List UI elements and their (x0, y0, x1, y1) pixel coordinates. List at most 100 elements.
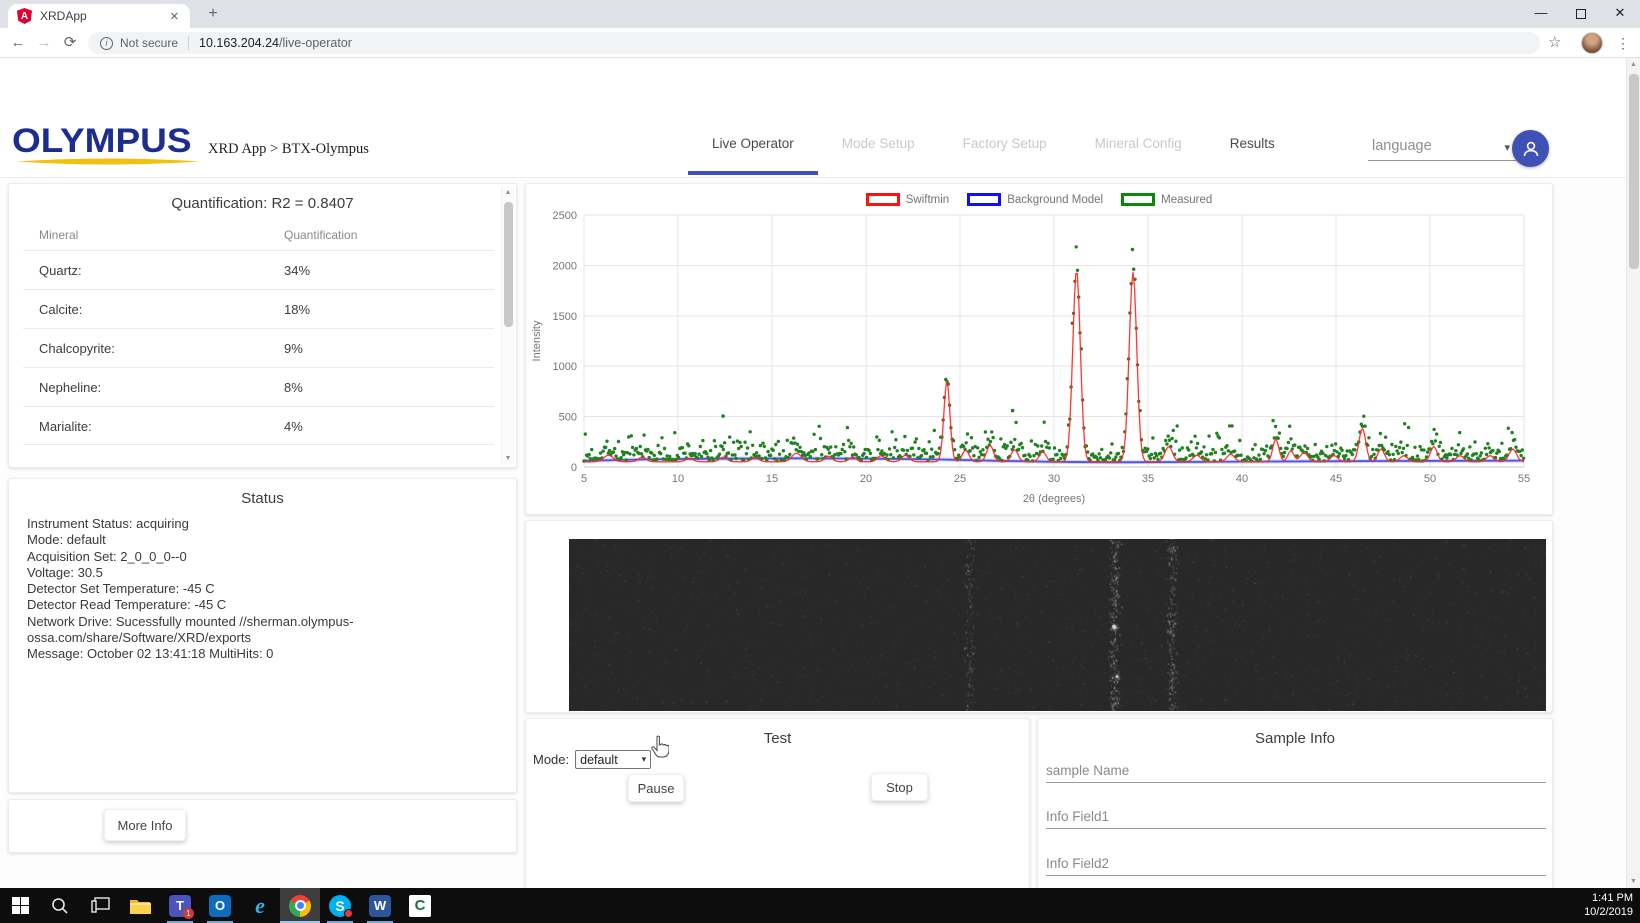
mineral-name: Marialite: (39, 419, 92, 434)
taskbar-outlook-icon[interactable]: O (200, 888, 240, 923)
tab-title: XRDApp (40, 9, 87, 23)
svg-text:20: 20 (860, 473, 872, 485)
svg-text:500: 500 (559, 412, 577, 424)
mineral-name: Nepheline: (39, 380, 102, 395)
legend-swatch (967, 193, 1002, 206)
mineral-quantification: 34% (284, 263, 311, 278)
info-field1-field[interactable] (1046, 805, 1546, 829)
detector-image-panel (525, 520, 1553, 713)
mineral-name: Quartz: (39, 263, 82, 278)
svg-text:30: 30 (1048, 473, 1060, 485)
address-bar[interactable]: i Not secure 10.163.204.24 /live-operato… (88, 32, 1540, 54)
mode-value: default (580, 752, 618, 767)
url-host: 10.163.204.24 (199, 36, 279, 50)
svg-text:2θ (degrees): 2θ (degrees) (1023, 493, 1085, 505)
window-close-button[interactable]: ✕ (1614, 5, 1626, 20)
quantification-panel: Quantification: R2 = 0.8407 Mineral Quan… (8, 183, 517, 468)
security-label: Not secure (120, 36, 179, 50)
status-line: Network Drive: Sucessfully mounted //she… (27, 613, 354, 646)
taskbar-search-icon[interactable] (40, 888, 80, 923)
more-info-button[interactable]: More Info (104, 809, 186, 841)
stop-button[interactable]: Stop (871, 773, 928, 801)
taskbar-task-view-icon[interactable] (80, 888, 120, 923)
pause-button[interactable]: Pause (628, 774, 684, 802)
svg-text:10: 10 (672, 473, 684, 485)
column-quantification: Quantification (284, 228, 358, 242)
logo-swoosh (16, 158, 200, 165)
forward-icon[interactable]: → (36, 34, 52, 51)
info-field2-field[interactable] (1046, 852, 1546, 876)
tab-close-icon[interactable]: ✕ (169, 10, 179, 23)
sample-name-field[interactable] (1046, 759, 1546, 783)
nav-item-factory-setup[interactable]: Factory Setup (962, 136, 1047, 151)
site-info-icon[interactable]: i (100, 36, 113, 50)
main-nav: Live Operator Mode Setup Factory Setup Mine… (688, 128, 1299, 175)
new-tab-button[interactable]: + (208, 5, 218, 22)
status-line: Detector Set Temperature: -45 C (27, 581, 215, 597)
browser-profile-avatar[interactable] (1581, 32, 1603, 54)
scroll-down-icon[interactable]: ▼ (1630, 878, 1637, 885)
back-icon[interactable]: ← (10, 34, 26, 51)
app-header: OLYMPUS XRD App > BTX-Olympus Live Opera… (0, 58, 1626, 178)
clock-date: 10/2/2019 (1584, 905, 1633, 918)
legend-label: Background Model (1007, 193, 1104, 206)
browser-menu-icon[interactable]: ⋮ (1616, 35, 1630, 51)
clock-time: 1:41 PM (1592, 892, 1633, 904)
window-minimize-button[interactable]: — (1534, 5, 1548, 20)
scrollbar-thumb[interactable] (1629, 74, 1639, 269)
mineral-quantification: 8% (284, 380, 303, 395)
language-select[interactable]: language ▾ (1368, 134, 1516, 161)
page-scrollbar[interactable]: ▲ ▼ (1626, 58, 1640, 888)
scroll-up-icon[interactable]: ▲ (504, 189, 512, 196)
svg-text:45: 45 (1330, 473, 1342, 485)
status-panel: Status Instrument Status: acquiring Mode:… (8, 478, 517, 793)
nav-item-live-operator[interactable]: Live Operator (688, 128, 818, 175)
nav-item-results[interactable]: Results (1229, 136, 1275, 151)
svg-text:25: 25 (954, 473, 966, 485)
taskbar-skype-icon[interactable]: S (320, 888, 360, 923)
mode-select[interactable]: default ▾ (575, 750, 652, 769)
sample-info-title: Sample Info (1254, 730, 1336, 747)
legend-item-background-model: Background Model (967, 193, 1103, 206)
nav-item-mode-setup[interactable]: Mode Setup (841, 136, 915, 151)
angular-favicon: A (17, 8, 32, 24)
mineral-name: Chalcopyrite: (39, 341, 115, 356)
taskbar-file-explorer-icon[interactable] (120, 888, 160, 923)
mode-label: Mode: (533, 752, 570, 767)
bookmark-star-icon[interactable]: ☆ (1548, 34, 1562, 51)
page-content: OLYMPUS XRD App > BTX-Olympus Live Opera… (0, 58, 1626, 923)
svg-text:35: 35 (1142, 473, 1154, 485)
mode-row: Mode: default ▾ (533, 750, 652, 769)
notification-dot (344, 909, 353, 918)
taskbar-clock[interactable]: 1:41 PM 10/2/2019 (1584, 892, 1633, 919)
taskbar-c-app-icon[interactable]: C (400, 888, 440, 923)
svg-text:15: 15 (766, 473, 778, 485)
language-label: language (1372, 138, 1432, 154)
browser-tab[interactable]: A XRDApp ✕ (8, 4, 190, 28)
diffraction-chart-panel: Swiftmin Background Model Measured 5 10 15 20… (525, 183, 1553, 515)
table-row: Chalcopyrite: 9% (23, 328, 494, 367)
detector-image (569, 539, 1546, 711)
svg-text:1000: 1000 (553, 361, 577, 373)
taskbar-chrome-icon[interactable] (280, 888, 320, 923)
taskbar-internet-explorer-icon[interactable]: e (255, 892, 265, 918)
nav-item-mineral-config[interactable]: Mineral Config (1094, 136, 1182, 151)
table-row: Calcite: 18% (23, 289, 494, 328)
quantification-scrollbar[interactable]: ▲ ▼ (501, 187, 514, 464)
scrollbar-thumb[interactable] (504, 202, 513, 327)
reload-icon[interactable]: ⟳ (63, 34, 77, 51)
user-account-button[interactable] (1512, 130, 1549, 167)
scroll-up-icon[interactable]: ▲ (1630, 61, 1637, 68)
window-maximize-button[interactable] (1561, 0, 1601, 28)
scroll-down-icon[interactable]: ▼ (504, 455, 512, 462)
breadcrumb: XRD App > BTX-Olympus (208, 141, 369, 157)
chevron-down-icon: ▾ (1504, 142, 1510, 154)
person-icon (1523, 141, 1538, 156)
chart-legend: Swiftmin Background Model Measured (526, 193, 1552, 206)
taskbar-start-icon[interactable] (0, 888, 40, 923)
quantification-title: Quantification: R2 = 0.8407 (171, 195, 354, 212)
taskbar-word-icon[interactable]: W (360, 888, 400, 923)
